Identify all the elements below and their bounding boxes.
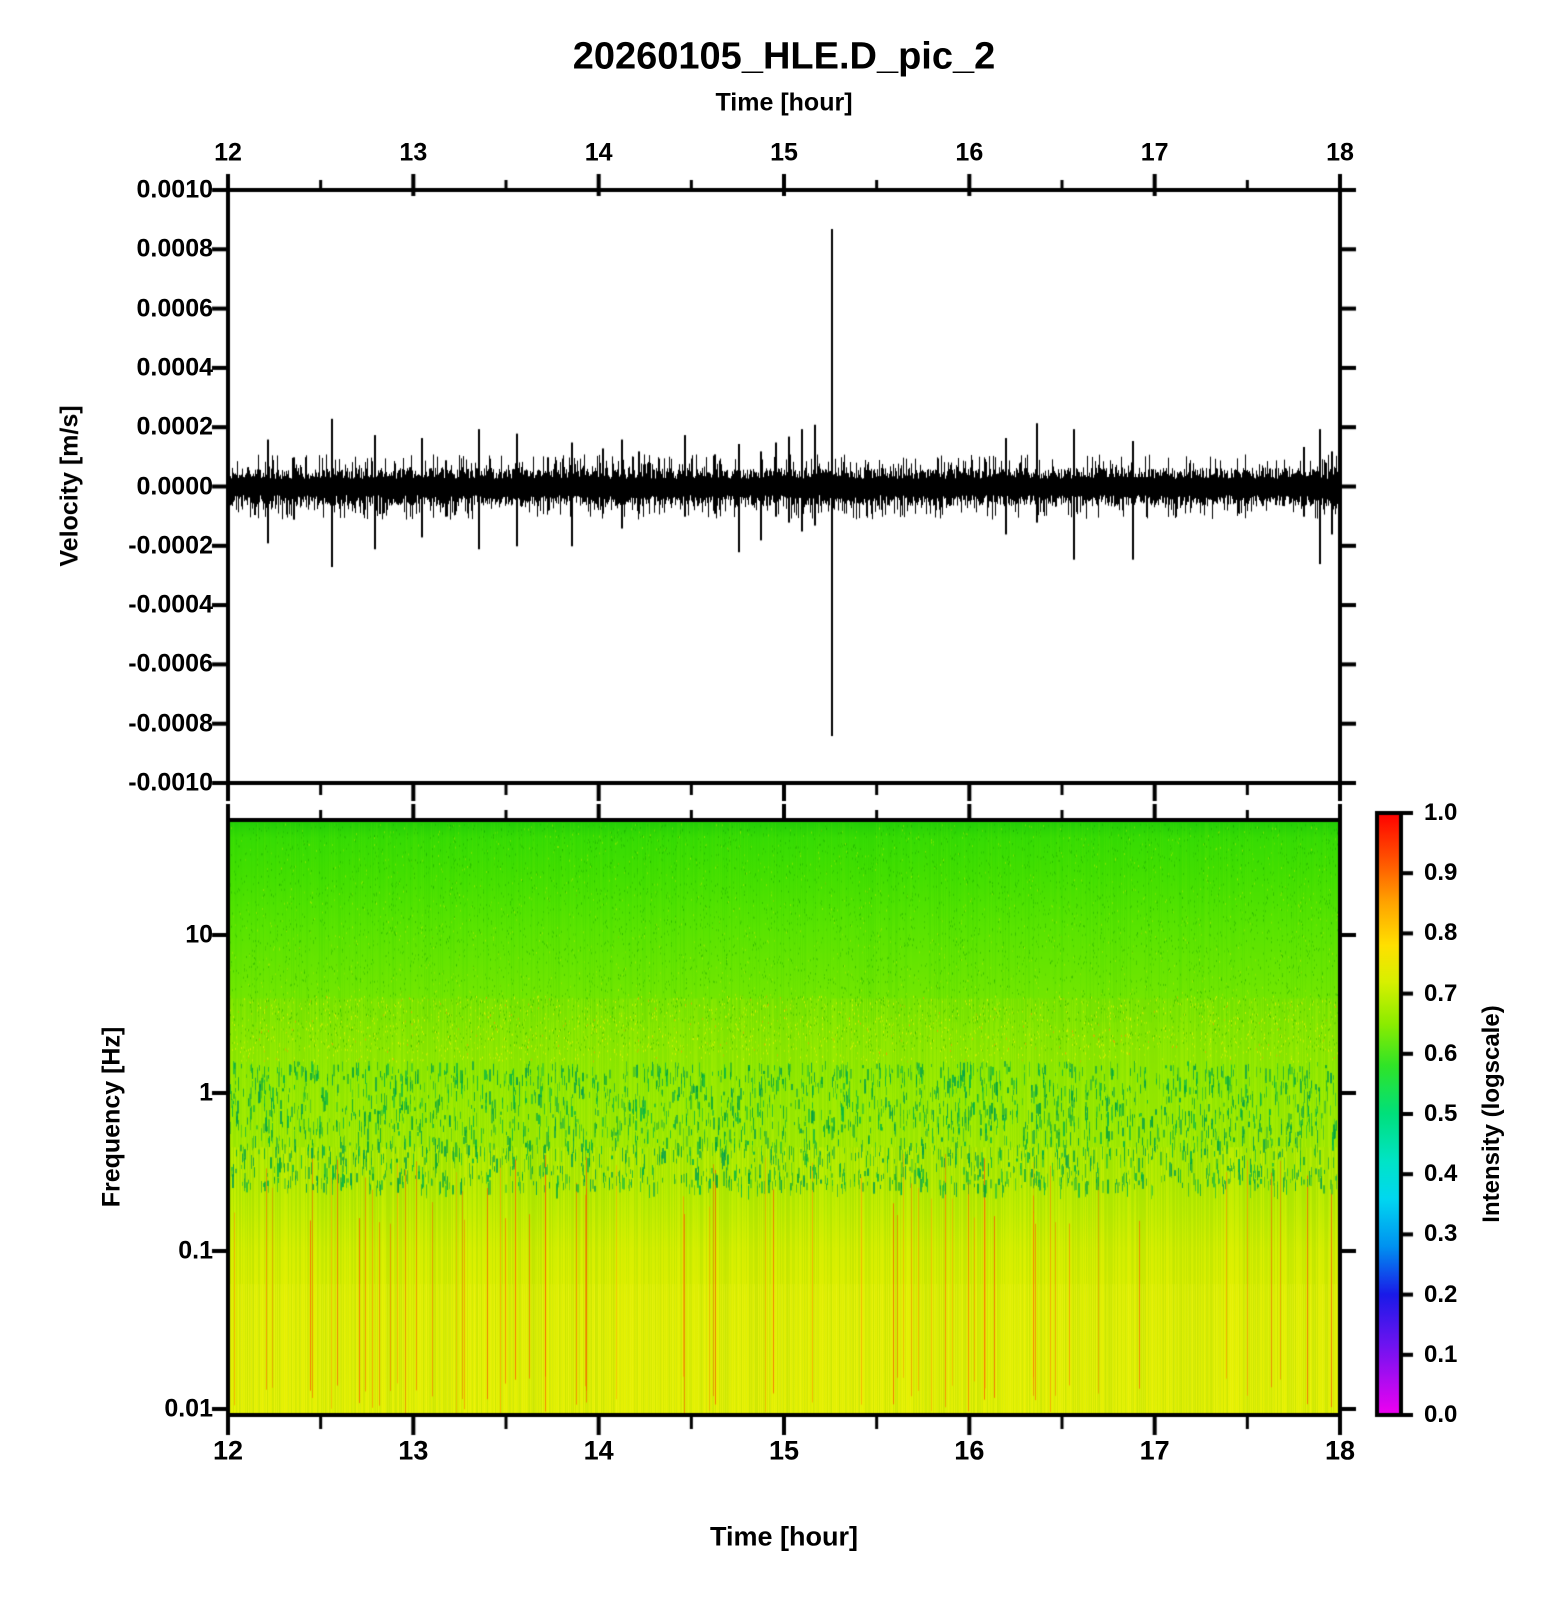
wave-y-tick-label: -0.0004: [128, 590, 213, 619]
freq-y-axis-title: Frequency [Hz]: [97, 1026, 126, 1208]
top-x-tick-label: 17: [1140, 138, 1169, 167]
wave-y-tick-label: 0.0008: [136, 234, 213, 263]
bottom-x-axis-title: Time [hour]: [710, 1521, 858, 1552]
wave-y-tick-label: -0.0010: [128, 768, 213, 797]
top-x-axis-title: Time [hour]: [715, 88, 853, 117]
colorbar-tick-label: 0.3: [1424, 1220, 1458, 1248]
wave-y-tick-label: -0.0006: [128, 649, 213, 678]
top-x-tick-label: 15: [770, 138, 798, 167]
colorbar-tick-label: 0.5: [1424, 1100, 1458, 1127]
colorbar-tick-label: 0.1: [1424, 1340, 1458, 1368]
wave-y-tick-label: 0.0002: [136, 412, 213, 441]
bottom-x-tick-label: 18: [1324, 1435, 1356, 1466]
bottom-x-tick-label: 16: [954, 1435, 985, 1466]
top-x-tick-label: 14: [584, 138, 613, 167]
bottom-x-tick-label: 17: [1139, 1435, 1170, 1466]
bottom-x-tick-label: 12: [212, 1435, 244, 1466]
colorbar-tick-label: 1.0: [1424, 799, 1458, 826]
freq-y-tick-label: 1: [199, 1078, 213, 1107]
wave-y-tick-label: 0.0010: [136, 175, 213, 204]
wave-y-tick-label: -0.0008: [128, 709, 213, 738]
colorbar-tick-label: 0.4: [1424, 1160, 1458, 1188]
top-x-tick-label: 18: [1326, 138, 1354, 167]
wave-y-axis-title: Velocity [m/s]: [55, 405, 84, 567]
colorbar-tick-label: 0.7: [1424, 979, 1458, 1007]
page-title: 20260105_HLE.D_pic_2: [572, 35, 996, 78]
top-x-tick-label: 13: [399, 138, 428, 167]
freq-y-tick-label: 0.1: [178, 1236, 213, 1265]
colorbar-tick-label: 0.0: [1424, 1401, 1458, 1428]
colorbar-tick-label: 0.8: [1424, 919, 1458, 947]
colorbar-tick-label: 0.2: [1424, 1280, 1458, 1308]
colorbar-tick-label: 0.6: [1424, 1039, 1458, 1067]
wave-y-tick-label: 0.0000: [136, 472, 213, 500]
top-x-tick-label: 16: [955, 138, 984, 167]
wave-y-tick-label: -0.0002: [128, 531, 213, 560]
bottom-x-tick-label: 14: [583, 1435, 614, 1466]
wave-y-tick-label: 0.0006: [136, 294, 213, 323]
bottom-x-tick-label: 13: [398, 1435, 429, 1466]
wave-y-tick-label: 0.0004: [136, 353, 213, 382]
top-x-tick-label: 12: [214, 138, 242, 167]
freq-y-tick-label: 10: [185, 920, 213, 949]
colorbar-title: Intensity (logscale): [1478, 1005, 1505, 1223]
colorbar-tick-label: 0.9: [1424, 859, 1458, 887]
freq-y-tick-label: 0.01: [164, 1394, 213, 1423]
bottom-x-tick-label: 15: [768, 1435, 800, 1466]
